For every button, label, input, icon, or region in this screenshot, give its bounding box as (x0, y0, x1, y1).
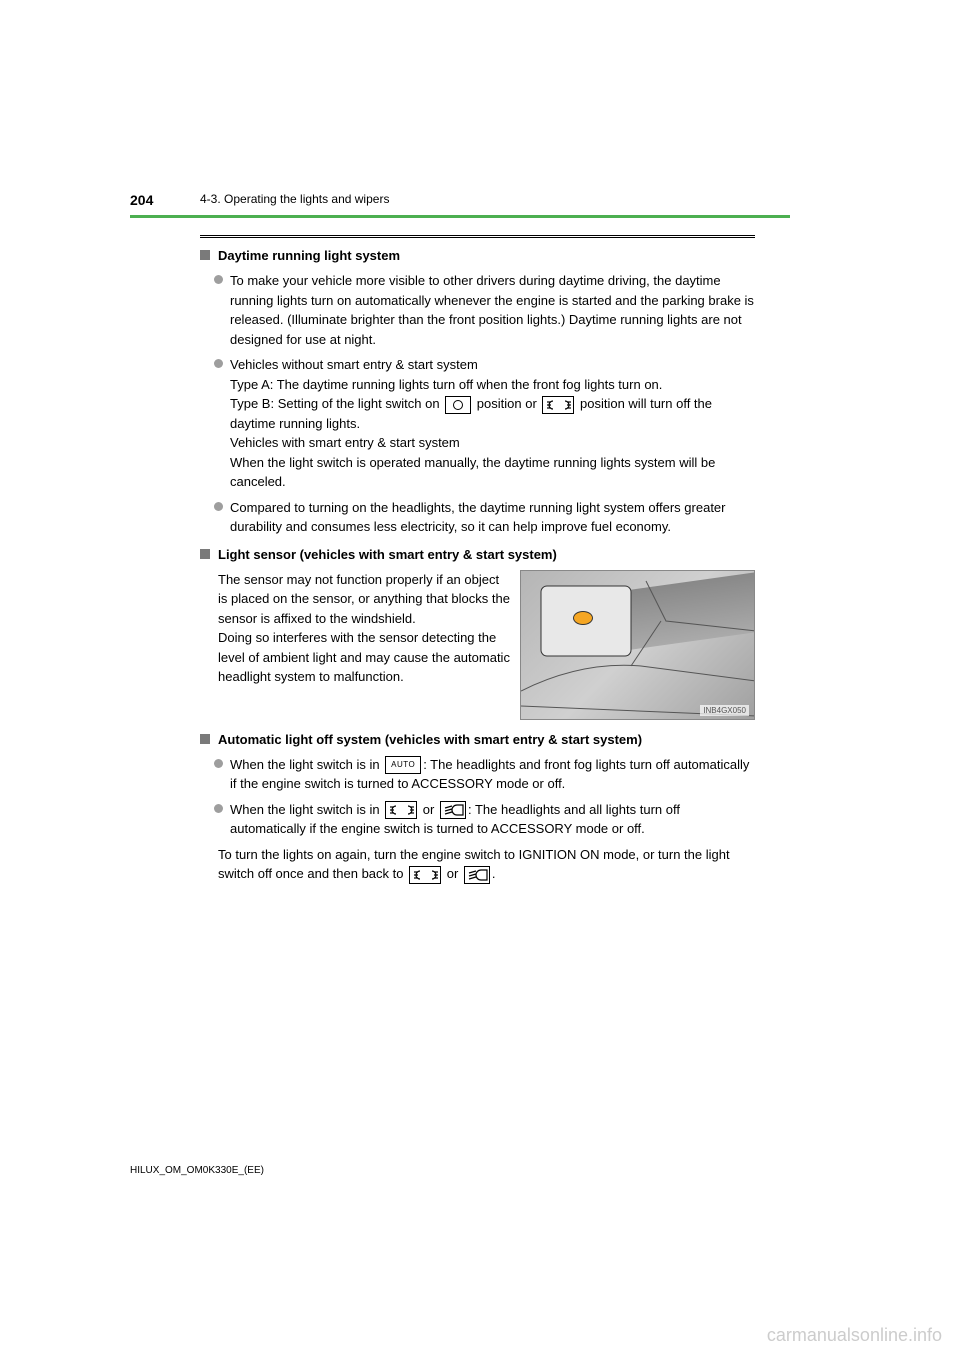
square-bullet-icon (200, 250, 210, 260)
doc-reference: HILUX_OM_OM0K330E_(EE) (130, 1165, 264, 1176)
bullet-text: Compared to turning on the headlights, t… (230, 500, 726, 535)
sensor-row: The sensor may not function properly if … (200, 570, 755, 720)
section-crumb: 4-3. Operating the lights and wipers (200, 192, 389, 206)
page-content: Daytime running light system To make you… (200, 235, 755, 884)
position-lights-icon (542, 396, 574, 414)
header-divider (130, 215, 790, 218)
bullet-text: When the light switch is in AUTO: The he… (230, 755, 755, 794)
section-light-sensor: Light sensor (vehicles with smart entry … (200, 547, 755, 562)
bullet-drl-3: Compared to turning on the headlights, t… (200, 498, 755, 537)
position-lights-icon (409, 866, 441, 884)
image-id-label: INB4GX050 (700, 705, 749, 716)
bullet-text: When the light switch is in or : The hea… (230, 800, 755, 839)
text-prefix: When the light switch is in (230, 757, 383, 772)
bullet-auto-2: When the light switch is in or : The hea… (200, 800, 755, 839)
section-title: Daytime running light system (218, 248, 755, 263)
closing-text: To turn the lights on again, turn the en… (200, 845, 755, 884)
sensor-highlight-icon (573, 611, 593, 625)
text-part: Vehicles without smart entry & start sys… (230, 357, 478, 372)
square-bullet-icon (200, 549, 210, 559)
text-or: or (443, 866, 462, 881)
bullet-text-compound: Vehicles without smart entry & start sys… (230, 355, 755, 492)
bullet-auto-1: When the light switch is in AUTO: The he… (200, 755, 755, 794)
bullet-drl-1: To make your vehicle more visible to oth… (200, 271, 755, 349)
position-lights-icon (385, 801, 417, 819)
square-bullet-icon (200, 734, 210, 744)
text-part: Type A: The daytime running lights turn … (230, 377, 662, 392)
page-header: 204 4-3. Operating the lights and wipers (130, 190, 790, 218)
bullet-drl-2: Vehicles without smart entry & start sys… (200, 355, 755, 492)
sensor-description: The sensor may not function properly if … (218, 570, 510, 720)
low-beam-icon (440, 801, 466, 819)
round-bullet-icon (214, 759, 223, 768)
round-bullet-icon (214, 804, 223, 813)
off-position-icon (445, 396, 471, 414)
text-part-mid: position or (473, 396, 540, 411)
section-title: Light sensor (vehicles with smart entry … (218, 547, 755, 562)
page-number: 204 (130, 192, 153, 208)
text-period: . (492, 866, 496, 881)
round-bullet-icon (214, 502, 223, 511)
text-part: When the light switch is operated manual… (230, 455, 715, 490)
watermark: carmanualsonline.info (767, 1325, 942, 1346)
low-beam-icon (464, 866, 490, 884)
content-top-rule (200, 235, 755, 238)
section-drl: Daytime running light system (200, 248, 755, 263)
text-part: Vehicles with smart entry & start system (230, 435, 460, 450)
text-prefix: When the light switch is in (230, 802, 383, 817)
text-part-prefix: Type B: Setting of the light switch on (230, 396, 443, 411)
section-auto-light-off: Automatic light off system (vehicles wit… (200, 732, 755, 747)
round-bullet-icon (214, 275, 223, 284)
bullet-text: To make your vehicle more visible to oth… (230, 273, 754, 347)
round-bullet-icon (214, 359, 223, 368)
car-outline-illustration (521, 571, 755, 720)
section-title: Automatic light off system (vehicles wit… (218, 732, 755, 747)
text-or: or (419, 802, 438, 817)
auto-mode-icon: AUTO (385, 756, 421, 774)
sensor-location-image: INB4GX050 (520, 570, 755, 720)
